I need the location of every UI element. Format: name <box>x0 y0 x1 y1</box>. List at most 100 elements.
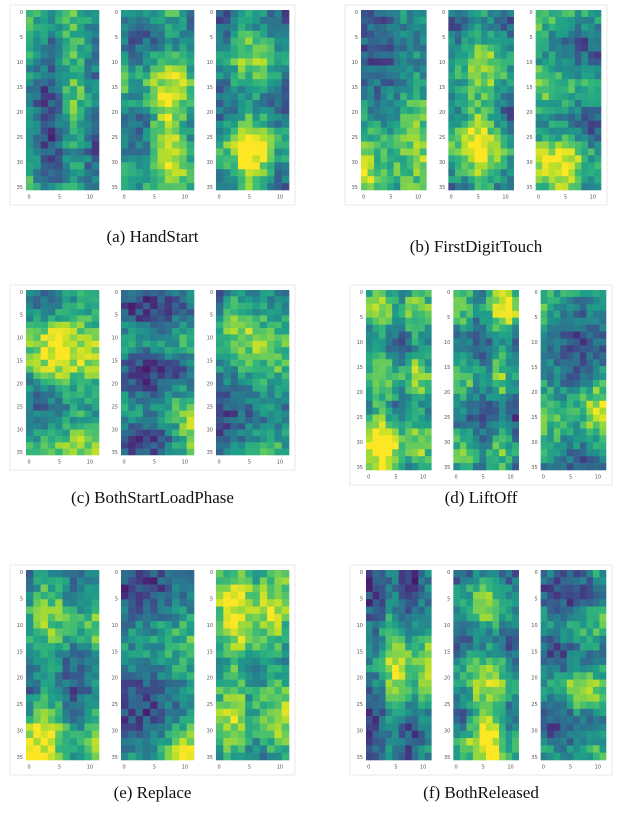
heatmap-cell <box>136 702 144 710</box>
heatmap-cell <box>48 121 56 128</box>
heatmap-cell <box>165 423 173 430</box>
heatmap-cell <box>136 360 144 367</box>
heatmap-cell <box>245 45 253 52</box>
heatmap-cell <box>70 155 78 162</box>
heatmap-cell <box>499 428 506 435</box>
heatmap-cell <box>399 665 406 673</box>
heatmap-cell <box>216 309 224 316</box>
heatmap-cell <box>136 709 144 717</box>
heatmap-cell <box>387 65 394 72</box>
heatmap-cell <box>399 570 406 578</box>
y-tick-label: 10 <box>17 336 23 342</box>
heatmap-cell <box>165 680 173 688</box>
heatmap-cell <box>499 570 506 578</box>
heatmap-cell <box>405 456 412 463</box>
heatmap-cell <box>128 162 136 169</box>
heatmap-cell <box>179 45 187 52</box>
heatmap-cell <box>568 65 575 72</box>
heatmap-cell <box>121 114 129 121</box>
heatmap-cell <box>143 148 151 155</box>
heatmap-cell <box>547 672 554 680</box>
heatmap-cell <box>267 621 275 629</box>
heatmap-cell <box>386 665 393 673</box>
heatmap-cell <box>562 31 569 38</box>
heatmap-cell <box>245 404 253 411</box>
heatmap-cell <box>400 183 407 190</box>
heatmap-cell <box>253 650 261 658</box>
heatmap-cell <box>580 318 587 325</box>
heatmap-cell <box>165 100 173 107</box>
heatmap-cell <box>374 24 381 31</box>
heatmap-cell <box>379 680 386 688</box>
y-tick-label: 30 <box>352 160 358 166</box>
heatmap-cell <box>466 352 473 359</box>
heatmap-cell <box>260 135 268 142</box>
heatmap-cell <box>238 738 246 746</box>
heatmap-cell <box>245 753 253 761</box>
heatmap-cell <box>499 607 506 615</box>
heatmap-cell <box>179 599 187 607</box>
heatmap-cell <box>260 328 268 335</box>
y-tick-label: 20 <box>526 110 532 116</box>
heatmap-cell <box>158 665 166 673</box>
heatmap-cell <box>405 570 412 578</box>
heatmap-cell <box>468 142 475 149</box>
heatmap-cell <box>373 599 380 607</box>
heatmap-cell <box>128 614 136 622</box>
heatmap-cell <box>150 430 158 437</box>
heatmap-cell <box>70 366 78 373</box>
heatmap-cell <box>418 672 425 680</box>
heatmap-cell <box>187 366 195 373</box>
heatmap-cell <box>481 128 488 135</box>
heatmap-cell <box>267 360 275 367</box>
heatmap-cell <box>223 379 231 386</box>
heatmap-cell <box>568 169 575 176</box>
heatmap-cell <box>26 672 34 680</box>
heatmap-cell <box>400 93 407 100</box>
heatmap-cell <box>165 334 173 341</box>
heatmap-cell <box>425 723 432 731</box>
heatmap-cell <box>499 636 506 644</box>
heatmap-cell <box>231 322 239 329</box>
heatmap-cell <box>84 31 92 38</box>
heatmap-cell <box>48 680 56 688</box>
heatmap-cell <box>33 128 41 135</box>
heatmap-cell <box>26 398 34 405</box>
y-tick-label: 5 <box>442 35 445 41</box>
heatmap-cell <box>460 332 467 339</box>
heatmap-cell <box>580 716 587 724</box>
heatmap-cell <box>136 753 144 761</box>
heatmap-cell <box>84 694 92 702</box>
heatmap-cell <box>555 72 562 79</box>
heatmap-cell <box>493 428 500 435</box>
heatmap-cell <box>567 738 574 746</box>
heatmap-cell <box>512 435 519 442</box>
heatmap-cell <box>387 52 394 59</box>
heatmap-cell <box>448 17 455 24</box>
y-tick-label: 15 <box>112 359 118 365</box>
heatmap-cell <box>373 665 380 673</box>
heatmap-cell <box>413 162 420 169</box>
heatmap-cell <box>575 24 582 31</box>
y-tick-label: 15 <box>17 649 23 655</box>
heatmap-cell <box>555 148 562 155</box>
heatmap-cell <box>136 52 144 59</box>
y-tick-label: 15 <box>207 359 213 365</box>
heatmap-cell <box>172 328 180 335</box>
heatmap-cell <box>267 52 275 59</box>
heatmap-cell <box>187 155 195 162</box>
heatmap-cell <box>55 694 63 702</box>
heatmap-cell <box>70 650 78 658</box>
heatmap-cell <box>33 404 41 411</box>
heatmap-cell <box>568 45 575 52</box>
heatmap-cell <box>121 296 129 303</box>
heatmap-cell <box>541 709 548 717</box>
heatmap-cell <box>418 621 425 629</box>
x-tick-label: 10 <box>502 195 508 201</box>
heatmap-cell <box>245 636 253 644</box>
heatmap-cell <box>588 38 595 45</box>
heatmap-cell <box>179 436 187 443</box>
heatmap-cell <box>586 570 593 578</box>
heatmap-cell <box>507 107 514 114</box>
heatmap-cell <box>33 100 41 107</box>
